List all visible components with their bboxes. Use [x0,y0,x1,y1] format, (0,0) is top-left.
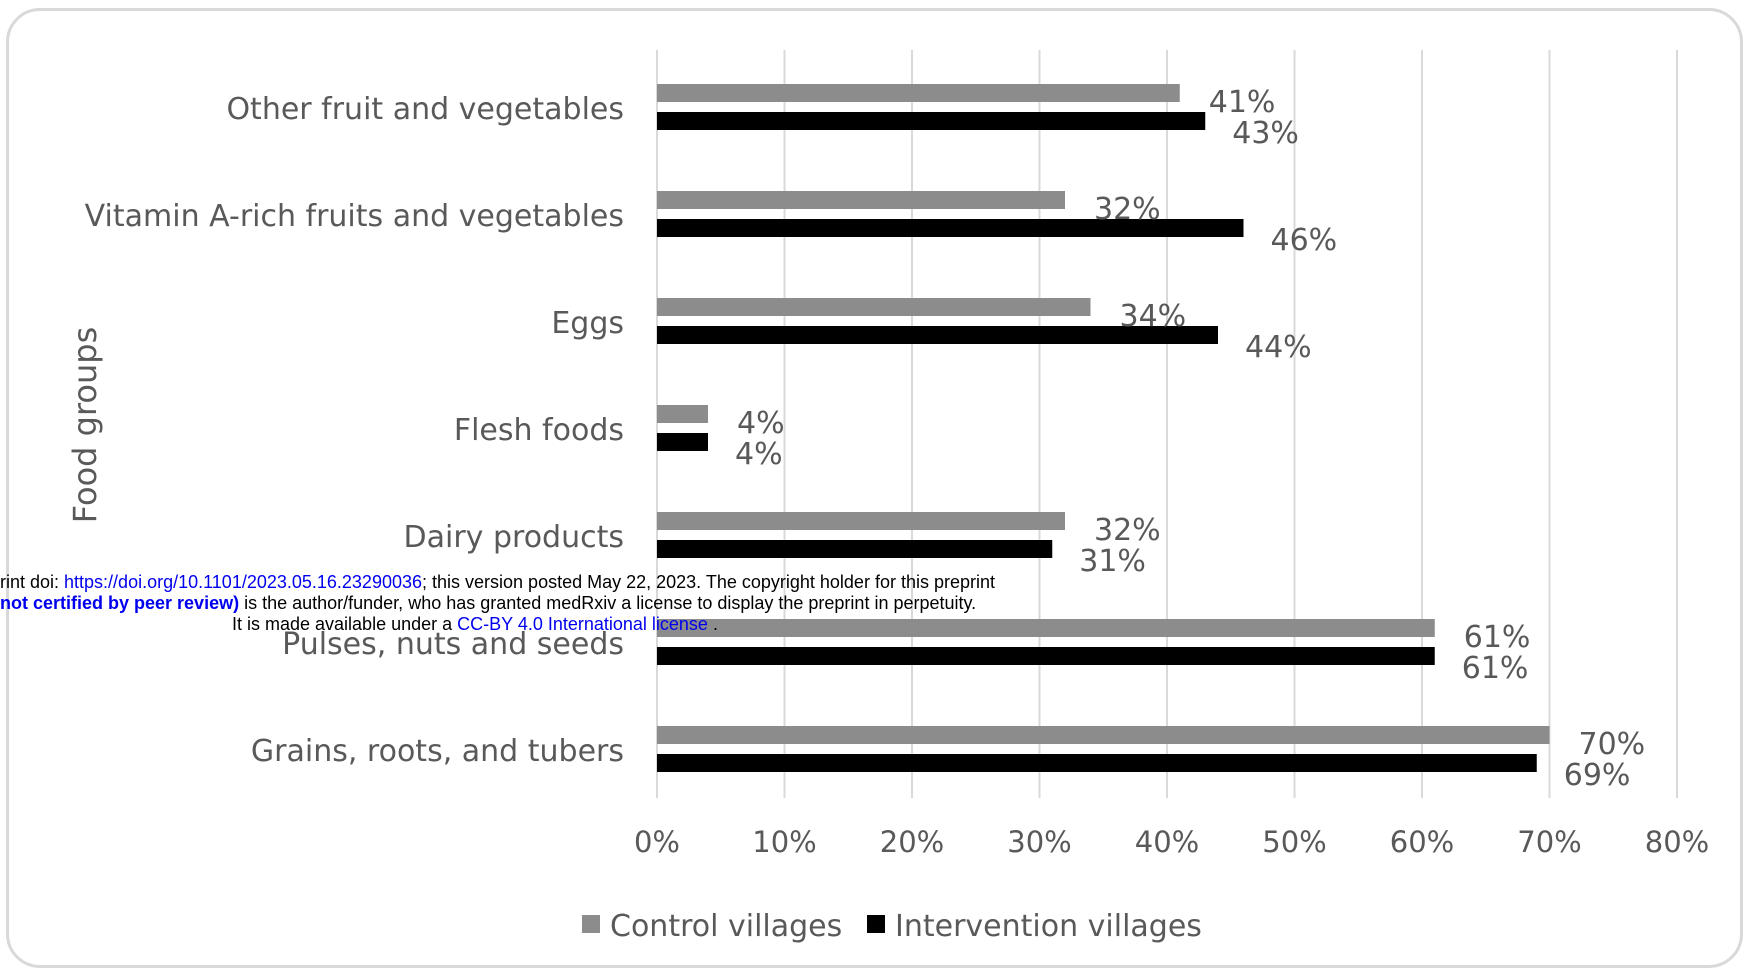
category-label: Pulses, nuts and seeds [282,627,624,662]
x-tick-label: 20% [880,825,944,859]
bar-intervention [657,433,708,451]
data-label: 32% [1094,192,1161,227]
category-label: Dairy products [404,520,624,555]
data-label: 34% [1120,299,1187,334]
legend-swatch-control [582,915,600,933]
x-tick-label: 50% [1262,825,1326,859]
x-tick-label: 10% [752,825,816,859]
bar-control [657,405,708,423]
category-label: Flesh foods [454,413,624,448]
data-label: 46% [1271,223,1338,258]
data-label: 61% [1464,620,1531,655]
bar-control [657,298,1091,316]
data-label: 44% [1245,330,1312,365]
y-axis-title: Food groups [66,327,104,524]
bar-control [657,726,1550,744]
bar-control [657,619,1435,637]
bar-control [657,191,1065,209]
data-label: 69% [1564,758,1631,793]
bar-intervention [657,540,1053,558]
bar-control [657,512,1065,530]
bar-intervention [657,647,1435,665]
legend-swatch-intervention [867,915,885,933]
data-label: 61% [1462,651,1529,686]
x-tick-label: 30% [1007,825,1071,859]
value-labels: 41%43%32%46%34%44%4%4%32%31%61%61%70%69% [735,85,1645,793]
legend-label-control: Control villages [610,909,842,944]
category-labels: Other fruit and vegetables Vitamin A-rich… [85,92,624,769]
x-tick-label: 70% [1517,825,1581,859]
data-label: 70% [1579,727,1646,762]
data-label: 32% [1094,513,1161,548]
bars [657,84,1550,772]
bar-intervention [657,326,1218,344]
x-tick-labels: 0% 10% 20% 30% 40% 50% 60% 70% 80% [634,825,1709,859]
category-label: Grains, roots, and tubers [251,734,624,769]
bar-control [657,84,1180,102]
data-label: 43% [1232,116,1299,151]
data-label: 4% [735,437,783,472]
data-label: 31% [1079,544,1146,579]
category-label: Vitamin A-rich fruits and vegetables [85,199,624,234]
category-label: Other fruit and vegetables [226,92,624,127]
bar-intervention [657,754,1537,772]
data-label: 4% [737,406,785,441]
x-tick-label: 40% [1135,825,1199,859]
chart-frame [6,8,1743,968]
category-label: Eggs [551,306,624,341]
x-tick-label: 60% [1390,825,1454,859]
bar-intervention [657,219,1244,237]
x-tick-label: 0% [634,825,680,859]
legend: Control villages Intervention villages [582,909,1202,944]
x-tick-label: 80% [1645,825,1709,859]
data-label: 41% [1209,85,1276,120]
gridlines [656,50,1678,798]
legend-label-intervention: Intervention villages [895,909,1202,944]
bar-intervention [657,112,1206,130]
